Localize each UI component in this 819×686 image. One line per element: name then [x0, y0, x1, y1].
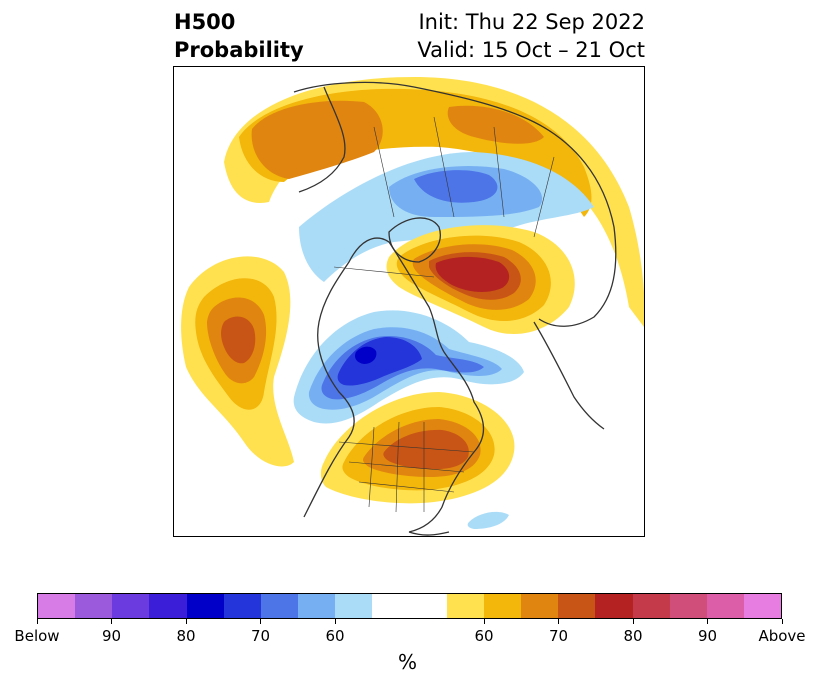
- colorbar-tick-label: 90: [697, 627, 718, 645]
- colorbar-segment: [112, 594, 150, 618]
- coastline-greenland: [388, 217, 441, 263]
- contour-burnt: [221, 316, 256, 364]
- product-name: Probability: [174, 38, 304, 62]
- field-name: H500: [174, 10, 236, 34]
- colorbar-segment: [669, 594, 707, 618]
- contour-blue: [414, 170, 498, 203]
- coastline-scandinavia: [298, 86, 346, 193]
- colorbar-tick-label: 80: [623, 627, 643, 645]
- map-title-left: H500 Probability: [174, 8, 304, 64]
- colorbar-segment: [706, 594, 744, 618]
- colorbar-tick-label: Above: [758, 627, 806, 645]
- colorbar-tick-label: 70: [250, 627, 271, 645]
- coastline-alaska: [533, 321, 605, 430]
- colorbar: [37, 593, 782, 619]
- anomaly-cold-trough: [293, 310, 524, 424]
- border-line: [348, 461, 465, 473]
- colorbar-tick-label: 60: [474, 627, 494, 645]
- colorbar-unit: %: [398, 650, 418, 674]
- colorbar-tick: [632, 619, 634, 624]
- colorbar-segment: [483, 594, 522, 618]
- border-line: [333, 266, 435, 278]
- coastline-north-america: [303, 237, 485, 533]
- colorbar-segment: [335, 594, 373, 618]
- colorbar-segment: [186, 594, 224, 618]
- colorbar-segment: [632, 594, 670, 618]
- coastlines: [293, 81, 617, 536]
- colorbar-tick: [334, 619, 336, 624]
- colorbar-tick: [185, 619, 187, 624]
- colorbar-segment: [260, 594, 299, 618]
- anomaly-arc-top: [224, 77, 644, 327]
- anomaly-pacific-warm: [181, 256, 294, 467]
- border-line: [433, 116, 455, 218]
- colorbar-segment: [38, 594, 76, 618]
- probability-map: [181, 77, 644, 536]
- border-line: [533, 156, 555, 238]
- colorbar-segment: [149, 594, 187, 618]
- colorbar-tick-label: 70: [548, 627, 569, 645]
- colorbar-segment: [298, 594, 336, 618]
- contour-royal: [337, 337, 422, 386]
- anomaly-tropical-blue: [467, 511, 509, 529]
- contour-orange: [251, 100, 383, 179]
- colorbar-tick-label: 60: [325, 627, 345, 645]
- valid-range: Valid: 15 Oct – 21 Oct: [417, 38, 645, 62]
- border-line: [373, 126, 395, 218]
- colorbar-tick-label: Below: [14, 627, 60, 645]
- colorbar-segment: [558, 594, 596, 618]
- anomaly-blue-band: [299, 152, 594, 282]
- colorbar-tick: [36, 619, 38, 624]
- map-panel: [173, 66, 645, 537]
- border-line: [368, 426, 375, 508]
- map-title-right: Init: Thu 22 Sep 2022 Valid: 15 Oct – 21…: [417, 8, 645, 64]
- colorbar-tick: [483, 619, 485, 624]
- colorbar-tick: [781, 619, 783, 624]
- colorbar-tick-label: 80: [176, 627, 196, 645]
- coastline-eurasia: [293, 81, 617, 327]
- contour-orange: [447, 105, 544, 144]
- contour-red: [435, 256, 510, 292]
- contour-navy: [354, 346, 377, 364]
- colorbar-tick: [111, 619, 112, 624]
- colorbar-segment: [75, 594, 113, 618]
- colorbar-tick-label: 90: [101, 627, 122, 645]
- colorbar-tick: [558, 619, 559, 624]
- colorbar-segment: [595, 594, 633, 618]
- colorbar-segment: [372, 594, 410, 618]
- colorbar-segment: [223, 594, 261, 618]
- colorbar-segment: [743, 594, 782, 618]
- colorbar-segment: [446, 594, 484, 618]
- contour-burnt: [383, 429, 469, 470]
- colorbar-segment: [521, 594, 559, 618]
- coastline-central-america: [408, 531, 450, 536]
- border-line: [395, 421, 400, 513]
- init-date: Init: Thu 22 Sep 2022: [418, 10, 645, 34]
- border-line: [338, 441, 475, 453]
- border-line: [358, 481, 455, 493]
- colorbar-segment: [409, 594, 447, 618]
- borders: [333, 116, 555, 513]
- colorbar-tick: [260, 619, 261, 624]
- border-line: [493, 126, 505, 218]
- colorbar-tick: [707, 619, 708, 624]
